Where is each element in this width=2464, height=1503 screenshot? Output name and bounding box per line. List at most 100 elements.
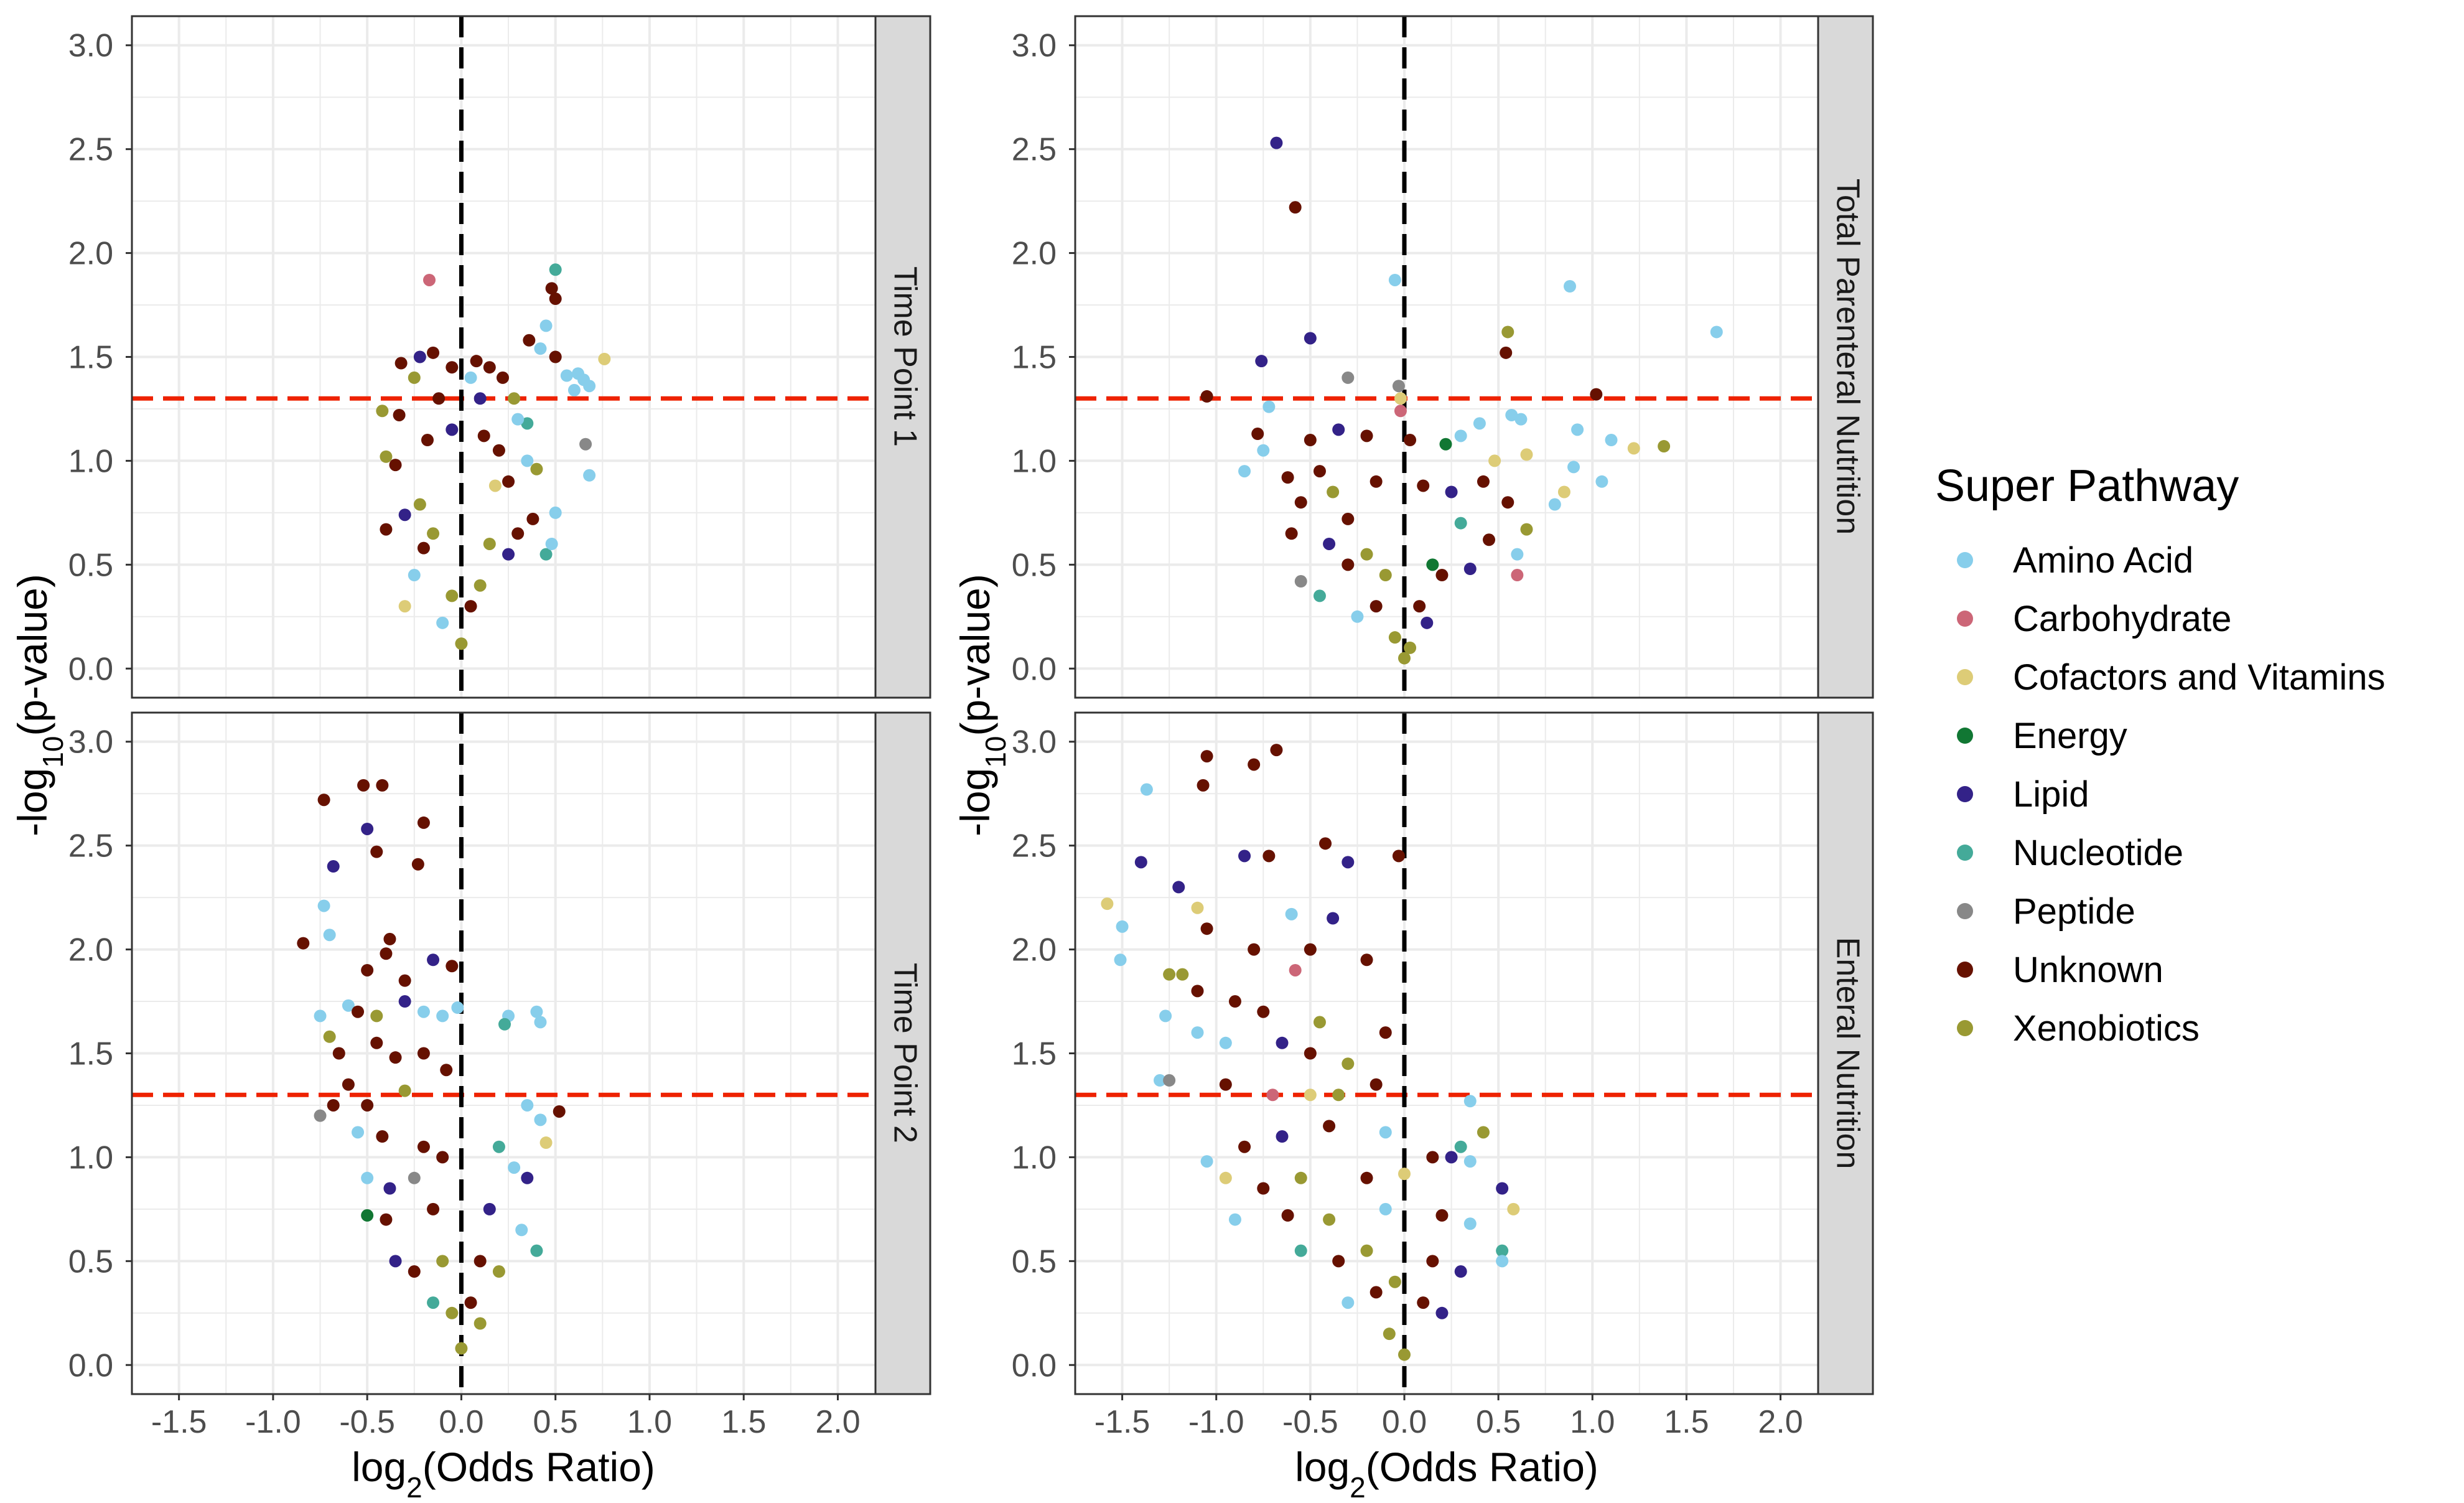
data-point (1219, 1036, 1232, 1049)
data-point (549, 263, 562, 276)
data-point (1417, 1296, 1430, 1309)
data-point (317, 899, 330, 912)
data-point (1276, 1130, 1289, 1143)
y-tick-label: 2.5 (68, 132, 113, 168)
strip-label: Total Parenteral Nutrition (1829, 179, 1865, 535)
y-tick-label: 2.0 (1012, 932, 1057, 968)
data-point (1520, 523, 1533, 536)
data-point (1200, 390, 1213, 403)
data-point (1627, 442, 1640, 455)
data-point (511, 527, 525, 540)
data-point (1383, 1327, 1396, 1341)
data-point (411, 858, 424, 871)
strip-label: Time Point 1 (887, 266, 923, 447)
data-point (1114, 953, 1127, 967)
y-tick-label: 0.5 (68, 547, 113, 583)
data-point (1257, 444, 1270, 457)
data-point (1281, 1209, 1294, 1222)
data-point (1262, 400, 1276, 413)
data-point (1590, 388, 1603, 401)
data-point (464, 1296, 477, 1309)
data-point (1404, 641, 1417, 654)
x-tick-label: 2.0 (1758, 1404, 1803, 1440)
data-point (408, 569, 421, 582)
y-tick-label: 0.0 (1012, 1347, 1057, 1384)
data-point (1323, 1120, 1336, 1133)
data-points (1101, 744, 1520, 1361)
data-point (1360, 1244, 1373, 1257)
data-point (502, 475, 515, 488)
data-point (1417, 479, 1430, 492)
panel-top-left: Time Point 1 (131, 15, 931, 699)
data-point (1496, 1244, 1509, 1257)
data-point (352, 1005, 365, 1018)
data-point (492, 1265, 505, 1278)
data-point (567, 383, 581, 396)
data-point (1595, 475, 1608, 488)
data-point (526, 512, 539, 525)
data-point (440, 1064, 453, 1077)
data-point (1172, 881, 1185, 894)
data-point (521, 454, 534, 467)
data-point (1200, 1155, 1213, 1168)
data-point (515, 1224, 528, 1237)
strip-background (1817, 15, 1874, 699)
data-point (1398, 1168, 1411, 1181)
data-point (508, 1161, 521, 1174)
x-axis-title-rest: (Odds Ratio) (422, 1444, 655, 1490)
data-point (1332, 423, 1345, 436)
data-point (380, 450, 393, 463)
data-point (417, 1047, 430, 1060)
data-point (534, 1016, 547, 1029)
x-axis-title-subscript: 2 (1350, 1471, 1366, 1503)
data-point (417, 1140, 430, 1153)
data-point (314, 1009, 327, 1023)
data-point (534, 1113, 547, 1126)
data-point (1388, 273, 1401, 286)
legend-key (1957, 786, 1973, 802)
data-point (370, 1036, 383, 1049)
data-point (598, 352, 611, 365)
data-point (1370, 1286, 1383, 1299)
data-point (1248, 758, 1261, 771)
data-point (1342, 1296, 1355, 1309)
data-point (1304, 332, 1317, 345)
legend-label: Energy (2013, 716, 2127, 756)
data-point (1342, 856, 1355, 869)
data-point (511, 413, 525, 426)
legend-key (1957, 845, 1973, 861)
data-point (530, 462, 543, 475)
data-point (446, 361, 459, 374)
data-point (560, 369, 573, 382)
x-tick-label: 0.5 (1476, 1404, 1521, 1440)
data-point (1710, 325, 1723, 339)
data-point (1398, 1348, 1411, 1361)
legend-key (1957, 552, 1973, 568)
data-point (583, 469, 596, 482)
data-point (1140, 783, 1153, 796)
data-point (508, 392, 521, 405)
data-point (492, 444, 505, 457)
data-point (1463, 563, 1477, 576)
data-point (455, 637, 468, 650)
data-point (1191, 985, 1204, 998)
data-point (1163, 1074, 1176, 1087)
x-tick-label: 2.0 (815, 1404, 860, 1440)
data-point (1294, 575, 1307, 588)
y-tick-label: 2.0 (68, 236, 113, 272)
data-point (1379, 1126, 1392, 1139)
y-tick-label: 1.5 (1012, 1036, 1057, 1072)
data-point (1454, 1140, 1467, 1153)
data-point (1563, 279, 1576, 293)
data-point (314, 1109, 327, 1122)
data-point (1289, 201, 1302, 214)
data-point (1313, 589, 1326, 602)
data-point (539, 548, 553, 561)
data-point (446, 960, 459, 973)
data-point (545, 537, 558, 550)
data-point (1398, 652, 1411, 665)
data-point (423, 273, 436, 286)
legend-label: Cofactors and Vitamins (2013, 657, 2386, 698)
y-axis-title-left: -log10(p-value) (9, 574, 69, 836)
data-point (398, 600, 411, 613)
